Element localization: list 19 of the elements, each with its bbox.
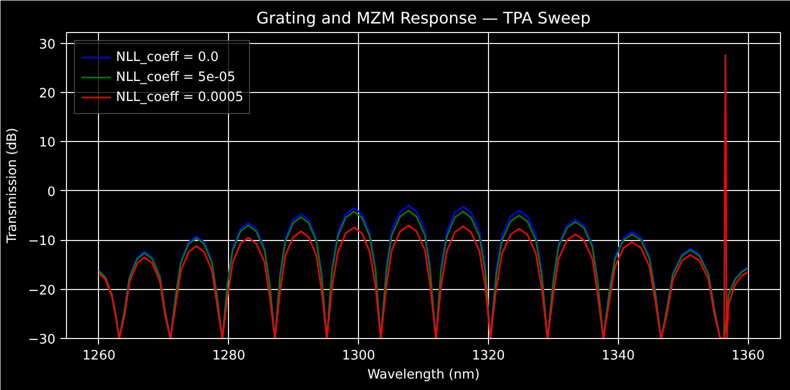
x-tick-label: 1280 (212, 348, 246, 364)
y-tick-label: −10 (28, 234, 56, 250)
y-tick-label: −30 (28, 332, 56, 348)
y-tick-label: −20 (28, 283, 56, 298)
x-axis-title: Wavelength (nm) (367, 368, 480, 382)
x-tick-label: 1360 (732, 348, 765, 364)
x-tick-label: 1300 (342, 348, 376, 364)
y-tick-label: 10 (38, 136, 56, 151)
y-tick-label: 0 (47, 184, 56, 200)
chart-title: Grating and MZM Response — TPA Sweep (256, 8, 591, 28)
legend-label: NLL_coeff = 5e-05 (116, 70, 236, 84)
x-tick-label: 1340 (602, 348, 635, 364)
y-axis-title: Transmission (dB) (5, 128, 20, 244)
x-tick-label: 1260 (82, 348, 116, 364)
y-tick-label: 20 (38, 86, 56, 102)
legend-label: NLL_coeff = 0.0005 (116, 90, 244, 104)
y-tick-label: 30 (38, 37, 56, 52)
x-tick-label: 1320 (472, 348, 505, 364)
legend-label: NLL_coeff = 0.0 (116, 50, 219, 64)
